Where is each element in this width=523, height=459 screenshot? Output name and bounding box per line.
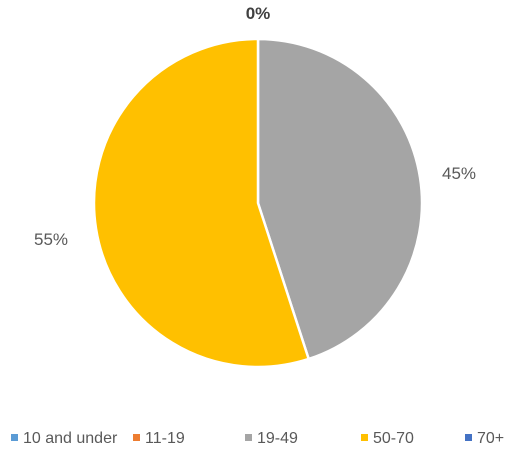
- legend-swatch-19-49: [245, 434, 252, 441]
- legend-label-10-and-under: 10 and under: [23, 430, 118, 447]
- pie-slice-19-49: [256, 37, 424, 361]
- legend-item-50-70: 50-70: [361, 430, 414, 447]
- legend-item-10-and-under: 10 and under: [11, 430, 118, 447]
- data-label-10-and-under: 0%: [246, 4, 271, 23]
- pie-slices: [92, 37, 424, 369]
- legend-item-70: 70+: [465, 430, 504, 447]
- pie-data-labels: 0% 45% 55%: [34, 4, 476, 249]
- data-label-50-70: 55%: [34, 230, 68, 249]
- legend: 10 and under 11-19 19-49 50-70 70+: [11, 430, 504, 447]
- legend-swatch-10-and-under: [11, 434, 18, 441]
- legend-item-11-19: 11-19: [133, 430, 185, 447]
- legend-swatch-50-70: [361, 434, 368, 441]
- legend-label-11-19: 11-19: [145, 430, 185, 447]
- pie-slice-50-70: [92, 37, 310, 369]
- legend-swatch-11-19: [133, 434, 140, 441]
- legend-item-19-49: 19-49: [245, 430, 298, 447]
- legend-label-70: 70+: [477, 430, 504, 447]
- legend-label-50-70: 50-70: [373, 430, 414, 447]
- legend-swatch-70: [465, 434, 472, 441]
- legend-label-19-49: 19-49: [257, 430, 298, 447]
- data-label-19-49: 45%: [442, 164, 476, 183]
